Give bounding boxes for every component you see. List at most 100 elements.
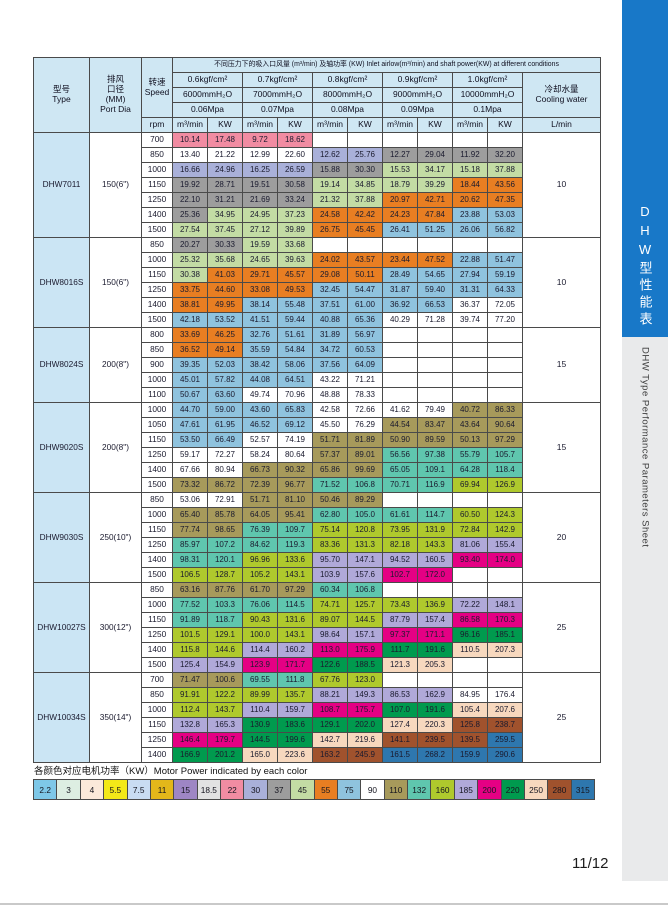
- data-cell: 40.72: [452, 402, 488, 418]
- data-cell: 160.2: [277, 642, 313, 658]
- data-cell: 207.3: [487, 642, 523, 658]
- data-cell: 105.4: [452, 702, 488, 718]
- table-row: DHW9030S 250(10") 850 53.06 72.91 51.71 81.10 5…: [33, 492, 601, 583]
- rpm-cell: 1250: [141, 192, 173, 208]
- data-cell: 46.25: [207, 327, 243, 343]
- legend-bar: 2.2 3 4 5.5 7.5 11 15 18.5 22 30 37 45 55 75 90 110 132 1…: [33, 779, 595, 800]
- data-cell: 106.8: [347, 477, 383, 493]
- data-cell: [382, 492, 418, 508]
- data-cell: 61.61: [382, 507, 418, 523]
- data-cell: 61.70: [242, 582, 278, 598]
- data-cell: 59.19: [487, 267, 523, 283]
- data-cell: 201.2: [207, 747, 243, 763]
- data-cell: 90.43: [242, 612, 278, 628]
- data-cell: 23.88: [452, 207, 488, 223]
- data-cell: 41.03: [207, 267, 243, 283]
- data-cell: [452, 387, 488, 403]
- data-cell: 20.97: [382, 192, 418, 208]
- data-cell: [487, 342, 523, 358]
- table-header: 型号 Type 排风 口径 (MM) Port Dia 转速 Speed 不同压…: [33, 57, 601, 133]
- data-cell: 33.68: [277, 237, 313, 253]
- data-cell: 73.95: [382, 522, 418, 538]
- data-cell: 60.50: [452, 507, 488, 523]
- data-cell: 37.88: [347, 192, 383, 208]
- data-cell: [382, 357, 418, 373]
- pressure-kgf-4: 1.0kgf/cm²: [452, 72, 523, 88]
- model-cell: DHW8016S: [33, 237, 90, 328]
- legend-item: 30: [244, 780, 268, 799]
- data-cell: 59.40: [417, 282, 453, 298]
- data-cell: 22.10: [172, 192, 208, 208]
- page-number: 11/12: [572, 855, 609, 872]
- col-header-model: 型号 Type: [33, 57, 90, 133]
- data-cell: 51.61: [277, 327, 313, 343]
- data-cell: [487, 357, 523, 373]
- data-cell: 183.6: [277, 717, 313, 733]
- data-cell: 37.88: [487, 162, 523, 178]
- pressure-mmh2o-3: 9000mmH₂O: [382, 87, 453, 103]
- data-cell: 127.4: [382, 717, 418, 733]
- rpm-cell: 1500: [141, 657, 173, 673]
- data-cell: 72.05: [487, 297, 523, 313]
- data-cell: 53.03: [487, 207, 523, 223]
- data-cell: 118.4: [487, 462, 523, 478]
- side-tab: [622, 0, 668, 337]
- data-cell: 51.47: [487, 252, 523, 268]
- legend-item: 280: [548, 780, 572, 799]
- data-cell: 19.92: [172, 177, 208, 193]
- data-cell: 58.06: [277, 357, 313, 373]
- data-cell: 97.29: [277, 582, 313, 598]
- data-cell: 66.53: [417, 297, 453, 313]
- data-cell: 85.78: [207, 507, 243, 523]
- data-cell: 96.16: [452, 627, 488, 643]
- data-cell: 49.14: [207, 342, 243, 358]
- data-cell: 31.87: [382, 282, 418, 298]
- data-cell: 18.44: [452, 177, 488, 193]
- data-cell: 220.3: [417, 717, 453, 733]
- data-cell: [417, 132, 453, 148]
- table-row: 1250 22.10 31.21 21.69 33.24 21.32 37.88 20.97 4…: [34, 192, 601, 208]
- unit-flow-1: m³/min: [242, 117, 278, 133]
- data-cell: 50.46: [312, 492, 348, 508]
- data-cell: 15.53: [382, 162, 418, 178]
- data-cell: 98.65: [207, 522, 243, 538]
- data-cell: 175.7: [347, 702, 383, 718]
- data-cell: 129.1: [312, 717, 348, 733]
- data-cell: [487, 372, 523, 388]
- table-row: 1400 166.9 201.2 165.0 223.6 163.2 245.9 161.5 2…: [34, 747, 601, 763]
- data-cell: 52.57: [242, 432, 278, 448]
- data-cell: 132.8: [172, 717, 208, 733]
- legend-item: 45: [291, 780, 315, 799]
- data-cell: 91.89: [172, 612, 208, 628]
- data-cell: 76.29: [347, 417, 383, 433]
- table-row: 850 36.52 49.14 35.59 54.84 34.72 60.53: [34, 342, 601, 358]
- rpm-cell: 1100: [141, 387, 173, 403]
- table-row: DHW8024S 200(8") 800 33.69 46.25 32.76 51.61 31…: [33, 327, 601, 403]
- rpm-cell: 700: [141, 672, 173, 688]
- data-cell: 116.9: [417, 477, 453, 493]
- data-cell: 108.7: [312, 702, 348, 718]
- data-cell: 35.68: [207, 252, 243, 268]
- data-cell: 124.3: [487, 507, 523, 523]
- table-row: 850 91.91 122.2 89.99 135.7 88.21 149.3 86.53 16…: [34, 687, 601, 703]
- data-cell: 54.65: [417, 267, 453, 283]
- data-cell: 54.47: [347, 282, 383, 298]
- legend-item: 22: [221, 780, 245, 799]
- data-cell: 36.37: [452, 297, 488, 313]
- data-cell: 33.75: [172, 282, 208, 298]
- legend-item: 11: [150, 780, 175, 799]
- unit-flow-4: m³/min: [452, 117, 488, 133]
- rpm-cell: 1000: [141, 402, 173, 418]
- data-cell: [452, 672, 488, 688]
- data-cell: 72.22: [452, 597, 488, 613]
- data-cell: 49.95: [207, 297, 243, 313]
- rpm-cell: 850: [141, 582, 173, 598]
- data-cell: 19.51: [242, 177, 278, 193]
- data-cell: 65.05: [382, 462, 418, 478]
- data-cell: 179.7: [207, 732, 243, 748]
- unit-power-2: KW: [347, 117, 383, 133]
- data-cell: 81.10: [277, 492, 313, 508]
- data-cell: 63.16: [172, 582, 208, 598]
- data-cell: 71.52: [312, 477, 348, 493]
- data-cell: 93.40: [452, 552, 488, 568]
